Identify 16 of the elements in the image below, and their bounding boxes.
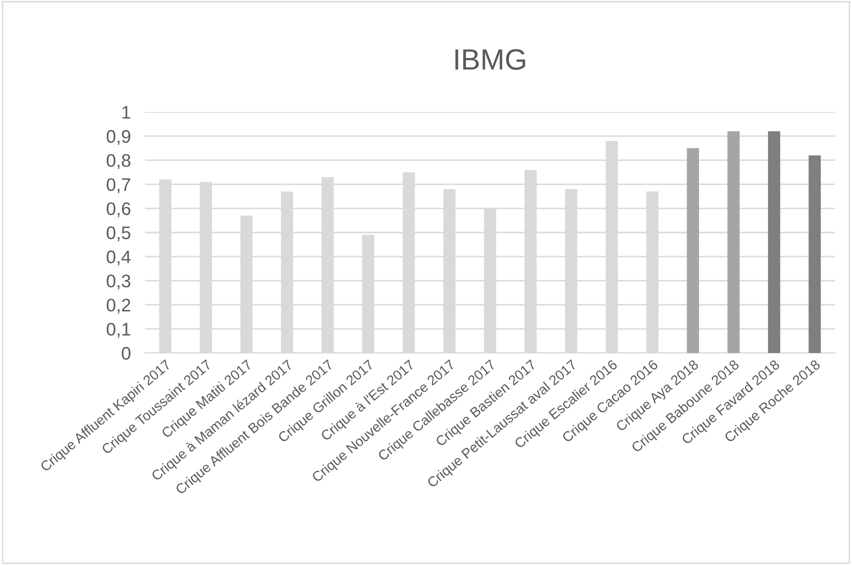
y-tick-label: 0,2 bbox=[106, 298, 130, 314]
y-tick-label: 0,9 bbox=[106, 130, 130, 145]
y-tick-label: 0,7 bbox=[106, 178, 130, 194]
y-tick-label: 1 bbox=[122, 106, 130, 119]
chart-title: IBMG bbox=[455, 49, 526, 70]
y-tick-label: 0,8 bbox=[106, 154, 130, 170]
y-tick-label: 0,5 bbox=[106, 226, 130, 242]
y-tick-label: 0,1 bbox=[106, 322, 130, 338]
y-tick-label: 0 bbox=[122, 346, 130, 360]
bar bbox=[686, 148, 700, 353]
y-tick-label: 0,4 bbox=[106, 250, 131, 266]
y-tick-label: 0,3 bbox=[106, 274, 130, 290]
y-tick-label: 0,6 bbox=[106, 202, 130, 218]
bar bbox=[808, 155, 821, 353]
bar bbox=[727, 131, 740, 353]
bar bbox=[768, 131, 780, 353]
